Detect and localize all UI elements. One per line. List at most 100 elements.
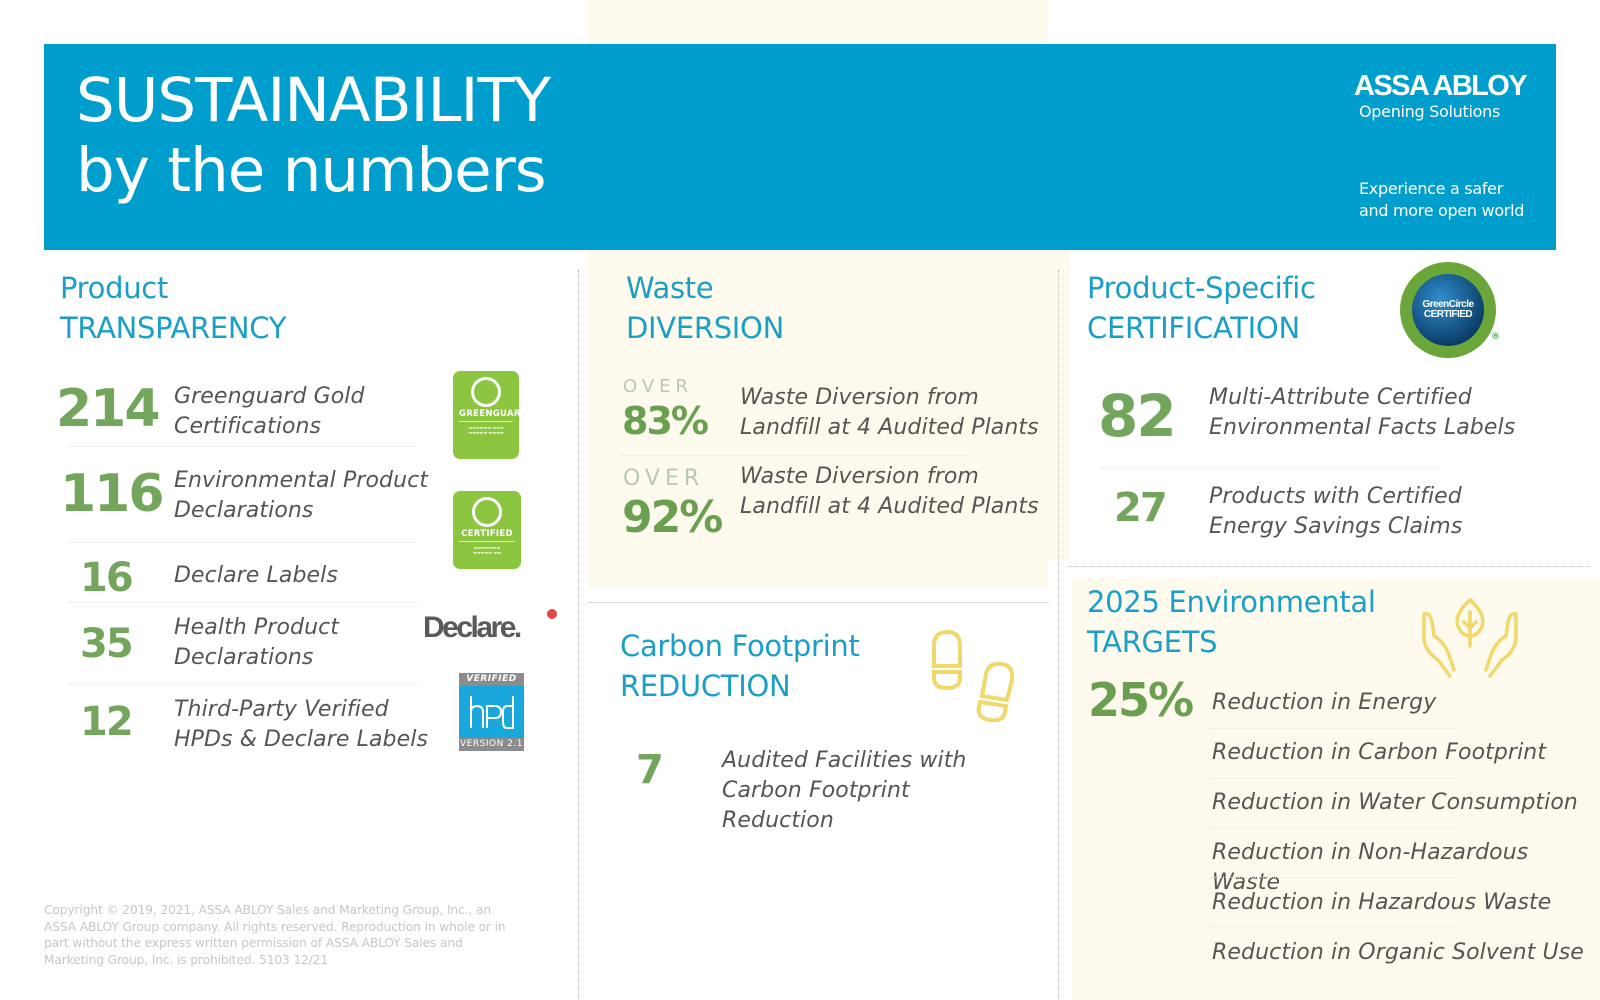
stat-label-line: Waste Diversion from [740, 385, 979, 410]
stat-value: 116 [60, 464, 165, 524]
stat-label-line: Greenguard Gold [174, 384, 365, 409]
row-separator [1210, 827, 1458, 828]
declare-pin-icon [547, 609, 557, 619]
stat-value: 35 [80, 621, 134, 667]
globe-mark [472, 497, 502, 527]
section-title-line-2: TARGETS [1087, 625, 1218, 659]
row-separator [1210, 926, 1458, 927]
greencircle-certified-badge-icon: GreenCircle CERTIFIED ® [1400, 262, 1500, 358]
certified-epd-badge-icon: CERTIFIED ▬▬▬▬▬▬▬ ▬▬▬▬▬ ▬▬ [453, 491, 521, 569]
stat-label-line: Audited Facilities with [722, 748, 967, 773]
company-logo-subtitle: Opening Solutions [1359, 102, 1500, 121]
stat-label: Environmental Product Declarations [174, 466, 428, 526]
row-separator [1210, 778, 1458, 779]
stat-label-line: Waste Diversion from [740, 464, 979, 489]
stat-value: 25% [1088, 673, 1194, 727]
stat-value: 7 [636, 747, 664, 793]
stat-label-line: Certifications [174, 414, 322, 439]
company-logo: ASSA ABLOY [1354, 70, 1528, 102]
hands-leaf-icon [1422, 598, 1518, 678]
row-separator [622, 455, 968, 456]
waste-title: Waste DIVERSION [626, 268, 784, 348]
stat-label-line: HPDs & Declare Labels [174, 727, 429, 752]
stat-label-line: Environmental Product [174, 468, 429, 493]
stat-label-line: Landfill at 4 Audited Plants [740, 494, 1039, 519]
stat-label-line: Multi-Attribute Certified [1209, 385, 1472, 410]
section-title-line-1: 2025 Environmental [1087, 585, 1376, 619]
hpd-version-label: VERSION 2.1 [459, 738, 524, 751]
divider-middle [588, 602, 1050, 603]
stat-label: Waste Diversion from Landfill at 4 Audit… [740, 462, 1039, 522]
certification-title: Product-Specific CERTIFICATION [1087, 268, 1316, 348]
stat-label-line: Declarations [174, 645, 314, 670]
section-title-line-1: Waste [626, 271, 714, 305]
stat-value: 16 [80, 555, 134, 601]
footprints-icon [932, 629, 1015, 722]
tagline-line-2: and more open world [1359, 201, 1525, 220]
stat-label-line: Products with Certified [1209, 484, 1462, 509]
target-item: Reduction in Water Consumption [1212, 790, 1578, 815]
stat-label-line: Energy Savings Claims [1209, 514, 1463, 539]
section-title-line-1: Carbon Footprint [620, 629, 860, 663]
target-item: Reduction in Non-Hazardous Waste [1212, 840, 1529, 895]
transparency-title: Product TRANSPARENCY [60, 268, 286, 348]
row-separator [1210, 877, 1458, 878]
stat-label-line: Declare Labels [174, 563, 338, 588]
divider-right-mid [1068, 566, 1590, 567]
badge-fine-print: ▬▬▬▬▬▬▬ ▬▬▬▬▬ ▬▬ [473, 545, 501, 555]
title-line-2: by the numbers [76, 135, 547, 206]
stat-value: 214 [56, 379, 161, 439]
copyright-notice: Copyright © 2019, 2021, ASSA ABLOY Sales… [44, 903, 506, 967]
stat-label-line: Declarations [174, 498, 314, 523]
row-separator [1210, 728, 1458, 729]
stat-label-line: Health Product [174, 615, 340, 640]
title-line-1: SUSTAINABILITY [76, 65, 551, 136]
target-item: Reduction in Hazardous Waste [1212, 890, 1552, 915]
target-item: Reduction in Energy [1212, 690, 1437, 715]
hpd-verified-badge-icon: VERIFIED VERSION 2.1 [459, 673, 524, 751]
row-separator [1100, 468, 1440, 469]
page-title: SUSTAINABILITY by the numbers [76, 65, 551, 206]
target-item: Reduction in Carbon Footprint [1212, 740, 1547, 765]
hpd-mark [459, 686, 524, 738]
declare-logo-icon: Declare. [423, 611, 522, 644]
stat-label-line: Reduction [722, 808, 834, 833]
section-title-line-2: TRANSPARENCY [60, 311, 287, 345]
badge-label: CERTIFIED [459, 529, 515, 542]
registered-mark: ® [1491, 332, 1500, 342]
header-banner: SUSTAINABILITY by the numbers ASSA ABLOY… [44, 44, 1556, 250]
stat-label: Declare Labels [174, 561, 338, 591]
row-separator [68, 542, 418, 543]
stat-value: 12 [80, 699, 134, 745]
divider-left [578, 270, 579, 1000]
targets-title: 2025 Environmental TARGETS [1087, 582, 1376, 662]
stat-label: Third-Party Verified HPDs & Declare Labe… [174, 695, 428, 755]
tagline-line-1: Experience a safer [1359, 179, 1503, 198]
left-strip-bg [1048, 250, 1070, 560]
divider-right [1058, 270, 1059, 1000]
carbon-title: Carbon Footprint REDUCTION [620, 626, 860, 706]
stat-label: Audited Facilities with Carbon Footprint… [722, 746, 966, 836]
greencircle-inner: GreenCircle CERTIFIED [1412, 274, 1484, 346]
stat-label: Products with Certified Energy Savings C… [1209, 482, 1462, 542]
stat-label-line: Landfill at 4 Audited Plants [740, 415, 1039, 440]
stat-prefix: OVER [623, 376, 694, 397]
stat-label: Waste Diversion from Landfill at 4 Audit… [740, 383, 1039, 443]
hpd-glyph-icon [469, 696, 514, 729]
tagline: Experience a safer and more open world [1359, 178, 1524, 222]
stat-label: Multi-Attribute Certified Environmental … [1209, 383, 1515, 443]
ul-leaf-mark [471, 377, 501, 407]
section-title-line-1: Product [60, 271, 169, 305]
stat-label-line: Environmental Facts Labels [1209, 415, 1516, 440]
row-separator [68, 602, 418, 603]
row-separator [68, 684, 418, 685]
target-item: Reduction in Organic Solvent Use [1212, 940, 1584, 965]
section-title-line-2: REDUCTION [620, 669, 791, 703]
section-title-line-2: CERTIFICATION [1087, 311, 1300, 345]
badge-line-1: GreenCircle [1422, 299, 1474, 310]
stat-value: 83% [622, 399, 709, 443]
hpd-top-label: VERIFIED [459, 673, 524, 686]
stat-value: 82 [1098, 382, 1177, 450]
stat-label: Health Product Declarations [174, 613, 339, 673]
stat-label-line: Carbon Footprint [722, 778, 910, 803]
